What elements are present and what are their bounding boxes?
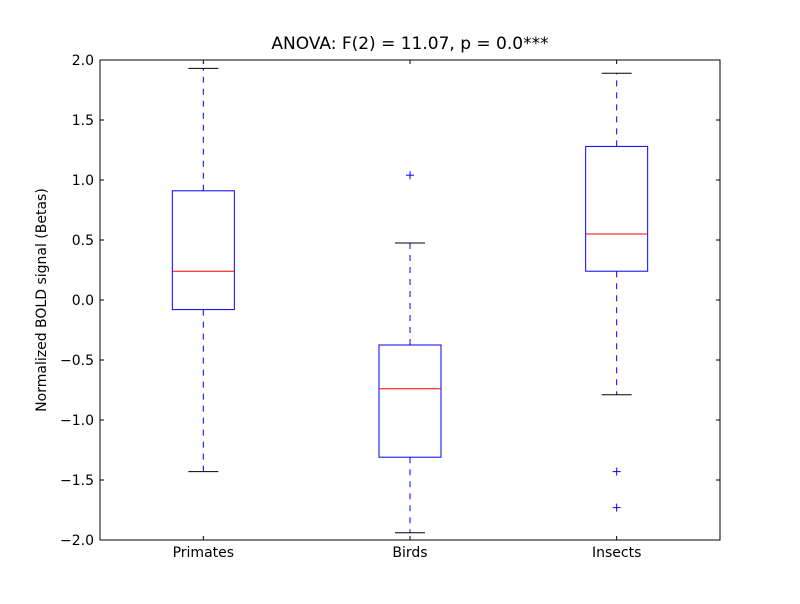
- y-tick-label: 2.0: [72, 53, 94, 69]
- y-tick-label: −0.5: [60, 353, 94, 369]
- outlier-marker: [406, 171, 414, 180]
- x-tick-label-birds: Birds: [392, 545, 427, 561]
- y-tick-label: −1.0: [60, 413, 94, 429]
- box-primates: [171, 190, 235, 311]
- plot-frame: [99, 59, 721, 541]
- box-birds: [378, 344, 442, 458]
- y-tick-label: 0.0: [72, 293, 94, 309]
- y-tick-label: 1.0: [72, 173, 94, 189]
- outlier-marker: [612, 467, 621, 476]
- x-tick-label-insects: Insects: [592, 545, 641, 561]
- y-tick-label: 0.5: [72, 233, 94, 249]
- outlier-marker: [612, 503, 621, 512]
- box-insects: [585, 145, 649, 272]
- chart-title: ANOVA: F(2) = 11.07, p = 0.0***: [271, 34, 548, 54]
- y-tick-label: −1.5: [60, 473, 94, 489]
- y-tick-label: −2.0: [60, 533, 94, 549]
- x-tick-label-primates: Primates: [173, 545, 234, 561]
- y-tick-label: 1.5: [72, 113, 94, 129]
- y-axis-label: Normalized BOLD signal (Betas): [34, 188, 50, 412]
